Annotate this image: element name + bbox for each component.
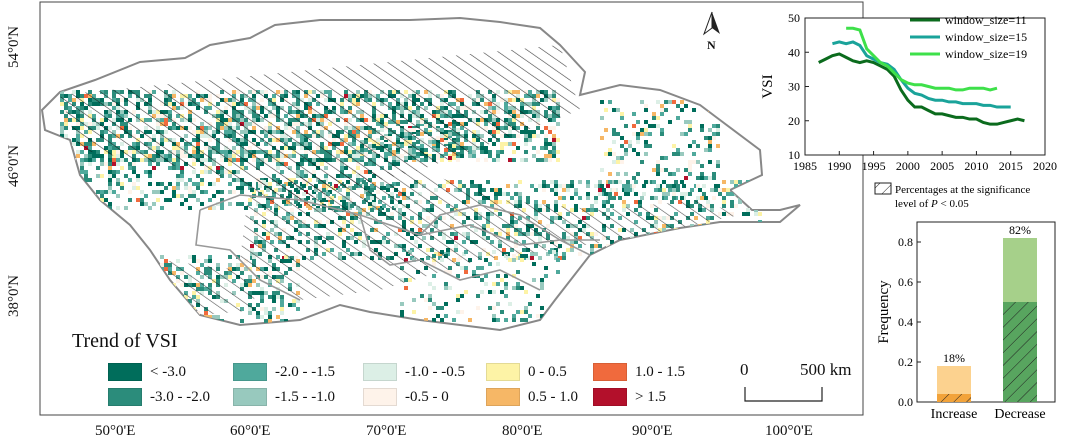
x-tick-label: 1985: [793, 159, 817, 173]
legend-swatch: [108, 388, 142, 406]
x-tick-label: 1995: [862, 159, 886, 173]
legend-item-10: > 1.5: [593, 388, 666, 406]
legend-label-1: window_size=11: [945, 13, 1027, 27]
significance-hatching: [60, 45, 740, 315]
scalebar-end: 500 km: [800, 360, 852, 379]
significance-legend-line2: level of P < 0.05: [895, 198, 969, 210]
map-border: [39, 1, 864, 416]
legend-item-9: 1.0 - 1.5: [593, 363, 685, 381]
lon-label-70: 70°0'E: [366, 423, 407, 439]
lon-label-90: 90°0'E: [632, 423, 673, 439]
y-tick-label: 40: [788, 45, 800, 59]
legend-item-3: -2.0 - -1.5: [233, 363, 335, 381]
map-frame: [39, 1, 864, 416]
legend-label-2: window_size=15: [945, 30, 1027, 44]
legend: < -3.0 -3.0 - -2.0 -2.0 - -1.5 -1.5 - -1…: [108, 363, 688, 411]
vsi-line-chart: 1985 1990 1995 2000 2005 2010 2015 2020 10 20 30 40…: [760, 11, 1057, 173]
y-tick-label: 20: [788, 114, 800, 128]
series-line-3: [846, 26, 998, 92]
legend-item-4: -1.5 - -1.0: [233, 388, 335, 406]
lon-label-100: 100°0'E: [765, 423, 813, 439]
x-tick-label: 2000: [896, 159, 920, 173]
north-label: N: [707, 38, 716, 52]
legend-swatch: [486, 363, 520, 381]
y-tick-label: 0.6: [898, 275, 913, 289]
significance-legend-line1: Percentages at the significance: [895, 184, 1030, 196]
y-axis-label: VSI: [760, 74, 776, 98]
legend-swatch: [593, 388, 627, 406]
legend-swatch: [363, 388, 397, 406]
y-tick-label: 50: [788, 11, 800, 25]
legend-swatch: [593, 363, 627, 381]
y-tick-label: 10: [788, 148, 800, 162]
legend-item-7: 0 - 0.5: [486, 363, 567, 381]
map-panel: 54°0'N 46°0'N 38°0'N 50°0'E 60°0'E 70°0'…: [6, 1, 864, 439]
y-tick-label: 0.4: [898, 315, 913, 329]
y-axis-label: Frequency: [876, 280, 892, 344]
x-tick-label: 2020: [1033, 159, 1057, 173]
series-line-2: [832, 40, 1011, 109]
lon-label-80: 80°0'E: [502, 423, 543, 439]
legend-item-2: -3.0 - -2.0: [108, 388, 210, 406]
north-arrow-icon: [702, 11, 720, 36]
lon-label-50: 50°0'E: [95, 423, 136, 439]
legend-swatch: [363, 363, 397, 381]
legend-swatch: [233, 363, 267, 381]
lat-label-38: 38°0'N: [6, 275, 22, 318]
scalebar-start: 0: [740, 360, 749, 379]
y-tick-label: 0.0: [898, 395, 913, 409]
legend-swatch: [486, 388, 520, 406]
legend-swatch: [108, 363, 142, 381]
legend-item-5: -1.0 - -0.5: [363, 363, 465, 381]
category-label-decrease: Decrease: [994, 407, 1045, 422]
legend-item-1: < -3.0: [108, 363, 186, 381]
lon-label-60: 60°0'E: [230, 423, 271, 439]
legend-item-8: 0.5 - 1.0: [486, 388, 578, 406]
series-line-1: [818, 52, 1025, 126]
x-tick-label: 2015: [999, 159, 1023, 173]
x-tick-label: 2005: [930, 159, 954, 173]
legend-label-3: window_size=19: [945, 47, 1027, 61]
bar-hatch-decrease: [1003, 302, 1037, 402]
category-label-increase: Increase: [931, 407, 978, 422]
y-tick-label: 0.8: [898, 235, 913, 249]
country-borders: [195, 194, 600, 301]
y-tick-label: 0.2: [898, 355, 913, 369]
significance-legend-swatch: [874, 182, 892, 195]
data-label-increase: 18%: [943, 351, 965, 365]
lat-label-54: 54°0'N: [6, 26, 22, 69]
x-tick-label: 2010: [964, 159, 988, 173]
legend-swatch: [233, 388, 267, 406]
bar-hatch-increase: [937, 394, 971, 402]
x-tick-label: 1990: [827, 159, 851, 173]
lat-label-46: 46°0'N: [6, 145, 22, 188]
data-label-decrease: 82%: [1009, 223, 1031, 237]
legend-title: Trend of VSI: [72, 330, 178, 352]
frequency-bar-chart: 0.0 0.2 0.4 0.6 0.8 Frequency 18% Increase 82% De…: [874, 182, 1056, 422]
y-tick-label: 30: [788, 80, 800, 94]
legend-item-6: -0.5 - 0: [363, 388, 449, 406]
scalebar: [744, 387, 823, 402]
